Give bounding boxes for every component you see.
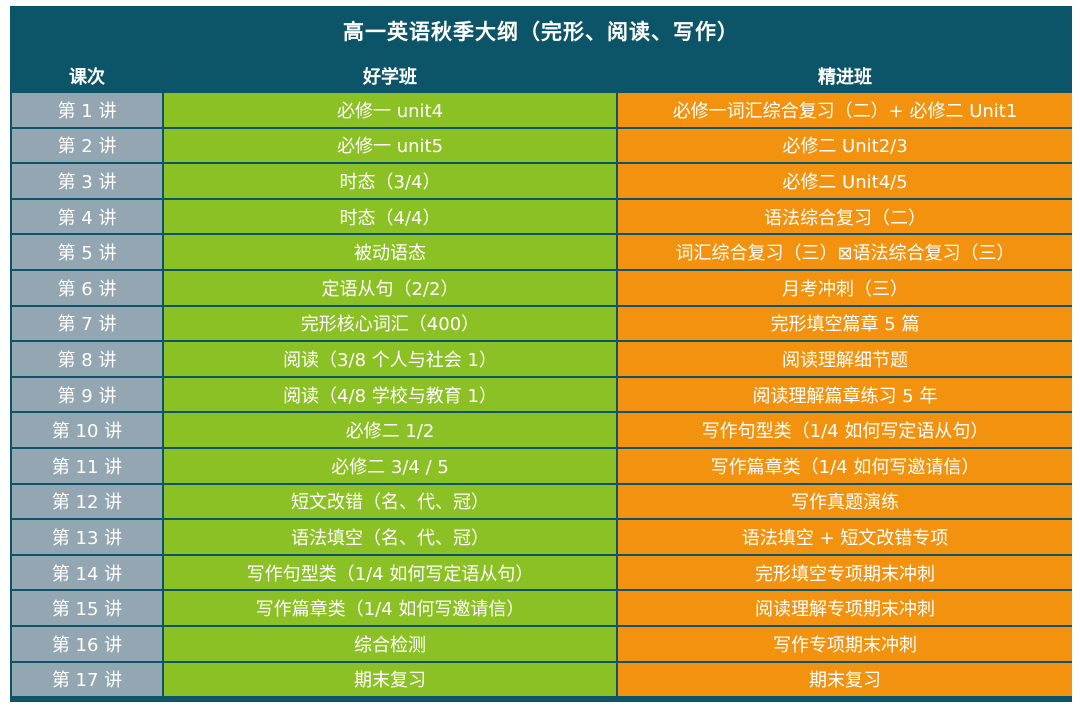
table-row: 第 11 讲必修二 3/4 / 5 写作篇章类（1/4 如何写邀请信） [12,448,1072,483]
lesson-cell: 第 6 讲 [12,270,162,305]
basic-class-cell: 写作句型类（1/4 如何写定语从句） [164,555,616,590]
header-row: 课次 好学班 精进班 [12,60,1072,91]
table-row: 第 4 讲时态（4/4） 语法综合复习（二） [12,199,1072,234]
lesson-cell: 第 10 讲 [12,413,162,447]
table-row: 第 6 讲定语从句（2/2） 月考冲刺（三） [12,270,1072,305]
table-title: 高一英语秋季大纲（完形、阅读、写作） [343,20,739,44]
basic-class-cell: 期末复习 [164,662,616,697]
basic-class-cell: 必修一 unit4 [164,93,616,127]
syllabus-table: 课次 好学班 精进班 第 1 讲必修一 unit4 必修一词汇综合复习（二）+ 必… [10,58,1074,698]
basic-class-cell: 语法填空（名、代、冠） [164,520,616,554]
lesson-cell: 第 11 讲 [12,448,162,483]
advanced-class-cell: 语法填空 + 短文改错专项 [618,520,1072,554]
lesson-cell: 第 14 讲 [12,555,162,590]
table-row: 第 5 讲被动语态 词汇综合复习（三）⊠语法综合复习（三） [12,235,1072,269]
lesson-cell: 第 8 讲 [12,342,162,376]
lesson-cell: 第 2 讲 [12,128,162,163]
table-row: 第 12 讲短文改错（名、代、冠） 写作真题演练 [12,484,1072,519]
basic-class-cell: 短文改错（名、代、冠） [164,484,616,519]
lesson-cell: 第 4 讲 [12,199,162,234]
advanced-class-cell: 写作真题演练 [618,484,1072,519]
advanced-class-cell: 写作句型类（1/4 如何写定语从句） [618,413,1072,447]
advanced-class-cell: 词汇综合复习（三）⊠语法综合复习（三） [618,235,1072,269]
basic-class-cell: 时态（3/4） [164,164,616,198]
advanced-class-cell: 语法综合复习（二） [618,199,1072,234]
table-row: 第 9 讲阅读（4/8 学校与教育 1） 阅读理解篇章练习 5 年 [12,377,1072,412]
table-row: 第 16 讲综合检测 写作专项期末冲刺 [12,626,1072,661]
lesson-cell: 第 1 讲 [12,93,162,127]
lesson-cell: 第 17 讲 [12,662,162,697]
lesson-cell: 第 15 讲 [12,591,162,625]
basic-class-cell: 时态（4/4） [164,199,616,234]
table-row: 第 15 讲写作篇章类（1/4 如何写邀请信） 阅读理解专项期末冲刺 [12,591,1072,625]
advanced-class-cell: 阅读理解专项期末冲刺 [618,591,1072,625]
header-advanced-class: 精进班 [618,60,1072,91]
advanced-class-cell: 必修一词汇综合复习（二）+ 必修二 Unit1 [618,93,1072,127]
table-row: 第 10 讲必修二 1/2 写作句型类（1/4 如何写定语从句） [12,413,1072,447]
basic-class-cell: 写作篇章类（1/4 如何写邀请信） [164,591,616,625]
advanced-class-cell: 期末复习 [618,662,1072,697]
advanced-class-cell: 完形填空篇章 5 篇 [618,306,1072,341]
basic-class-cell: 完形核心词汇（400） [164,306,616,341]
table-row: 第 2 讲必修一 unit5 必修二 Unit2/3 [12,128,1072,163]
lesson-cell: 第 7 讲 [12,306,162,341]
basic-class-cell: 必修二 3/4 / 5 [164,448,616,483]
basic-class-cell: 阅读（4/8 学校与教育 1） [164,377,616,412]
header-lesson: 课次 [12,60,162,91]
header-basic-class: 好学班 [164,60,616,91]
table-row: 第 13 讲语法填空（名、代、冠） 语法填空 + 短文改错专项 [12,520,1072,554]
table-body: 第 1 讲必修一 unit4 必修一词汇综合复习（二）+ 必修二 Unit1 第 2… [12,93,1072,697]
lesson-cell: 第 13 讲 [12,520,162,554]
lesson-cell: 第 16 讲 [12,626,162,661]
advanced-class-cell: 写作篇章类（1/4 如何写邀请信） [618,448,1072,483]
basic-class-cell: 被动语态 [164,235,616,269]
basic-class-cell: 阅读（3/8 个人与社会 1） [164,342,616,376]
advanced-class-cell: 阅读理解细节题 [618,342,1072,376]
lesson-cell: 第 12 讲 [12,484,162,519]
advanced-class-cell: 必修二 Unit4/5 [618,164,1072,198]
lesson-cell: 第 3 讲 [12,164,162,198]
lesson-cell: 第 9 讲 [12,377,162,412]
advanced-class-cell: 月考冲刺（三） [618,270,1072,305]
table-row: 第 17 讲期末复习 期末复习 [12,662,1072,697]
basic-class-cell: 定语从句（2/2） [164,270,616,305]
advanced-class-cell: 阅读理解篇章练习 5 年 [618,377,1072,412]
basic-class-cell: 综合检测 [164,626,616,661]
advanced-class-cell: 写作专项期末冲刺 [618,626,1072,661]
table-row: 第 14 讲写作句型类（1/4 如何写定语从句） 完形填空专项期末冲刺 [12,555,1072,590]
table-row: 第 3 讲时态（3/4） 必修二 Unit4/5 [12,164,1072,198]
advanced-class-cell: 必修二 Unit2/3 [618,128,1072,163]
table-row: 第 7 讲完形核心词汇（400） 完形填空篇章 5 篇 [12,306,1072,341]
basic-class-cell: 必修一 unit5 [164,128,616,163]
syllabus-table-frame: 高一英语秋季大纲（完形、阅读、写作） 课次 好学班 精进班 第 1 讲必修一 u… [10,6,1072,702]
basic-class-cell: 必修二 1/2 [164,413,616,447]
advanced-class-cell: 完形填空专项期末冲刺 [618,555,1072,590]
table-row: 第 8 讲阅读（3/8 个人与社会 1） 阅读理解细节题 [12,342,1072,376]
lesson-cell: 第 5 讲 [12,235,162,269]
table-row: 第 1 讲必修一 unit4 必修一词汇综合复习（二）+ 必修二 Unit1 [12,93,1072,127]
